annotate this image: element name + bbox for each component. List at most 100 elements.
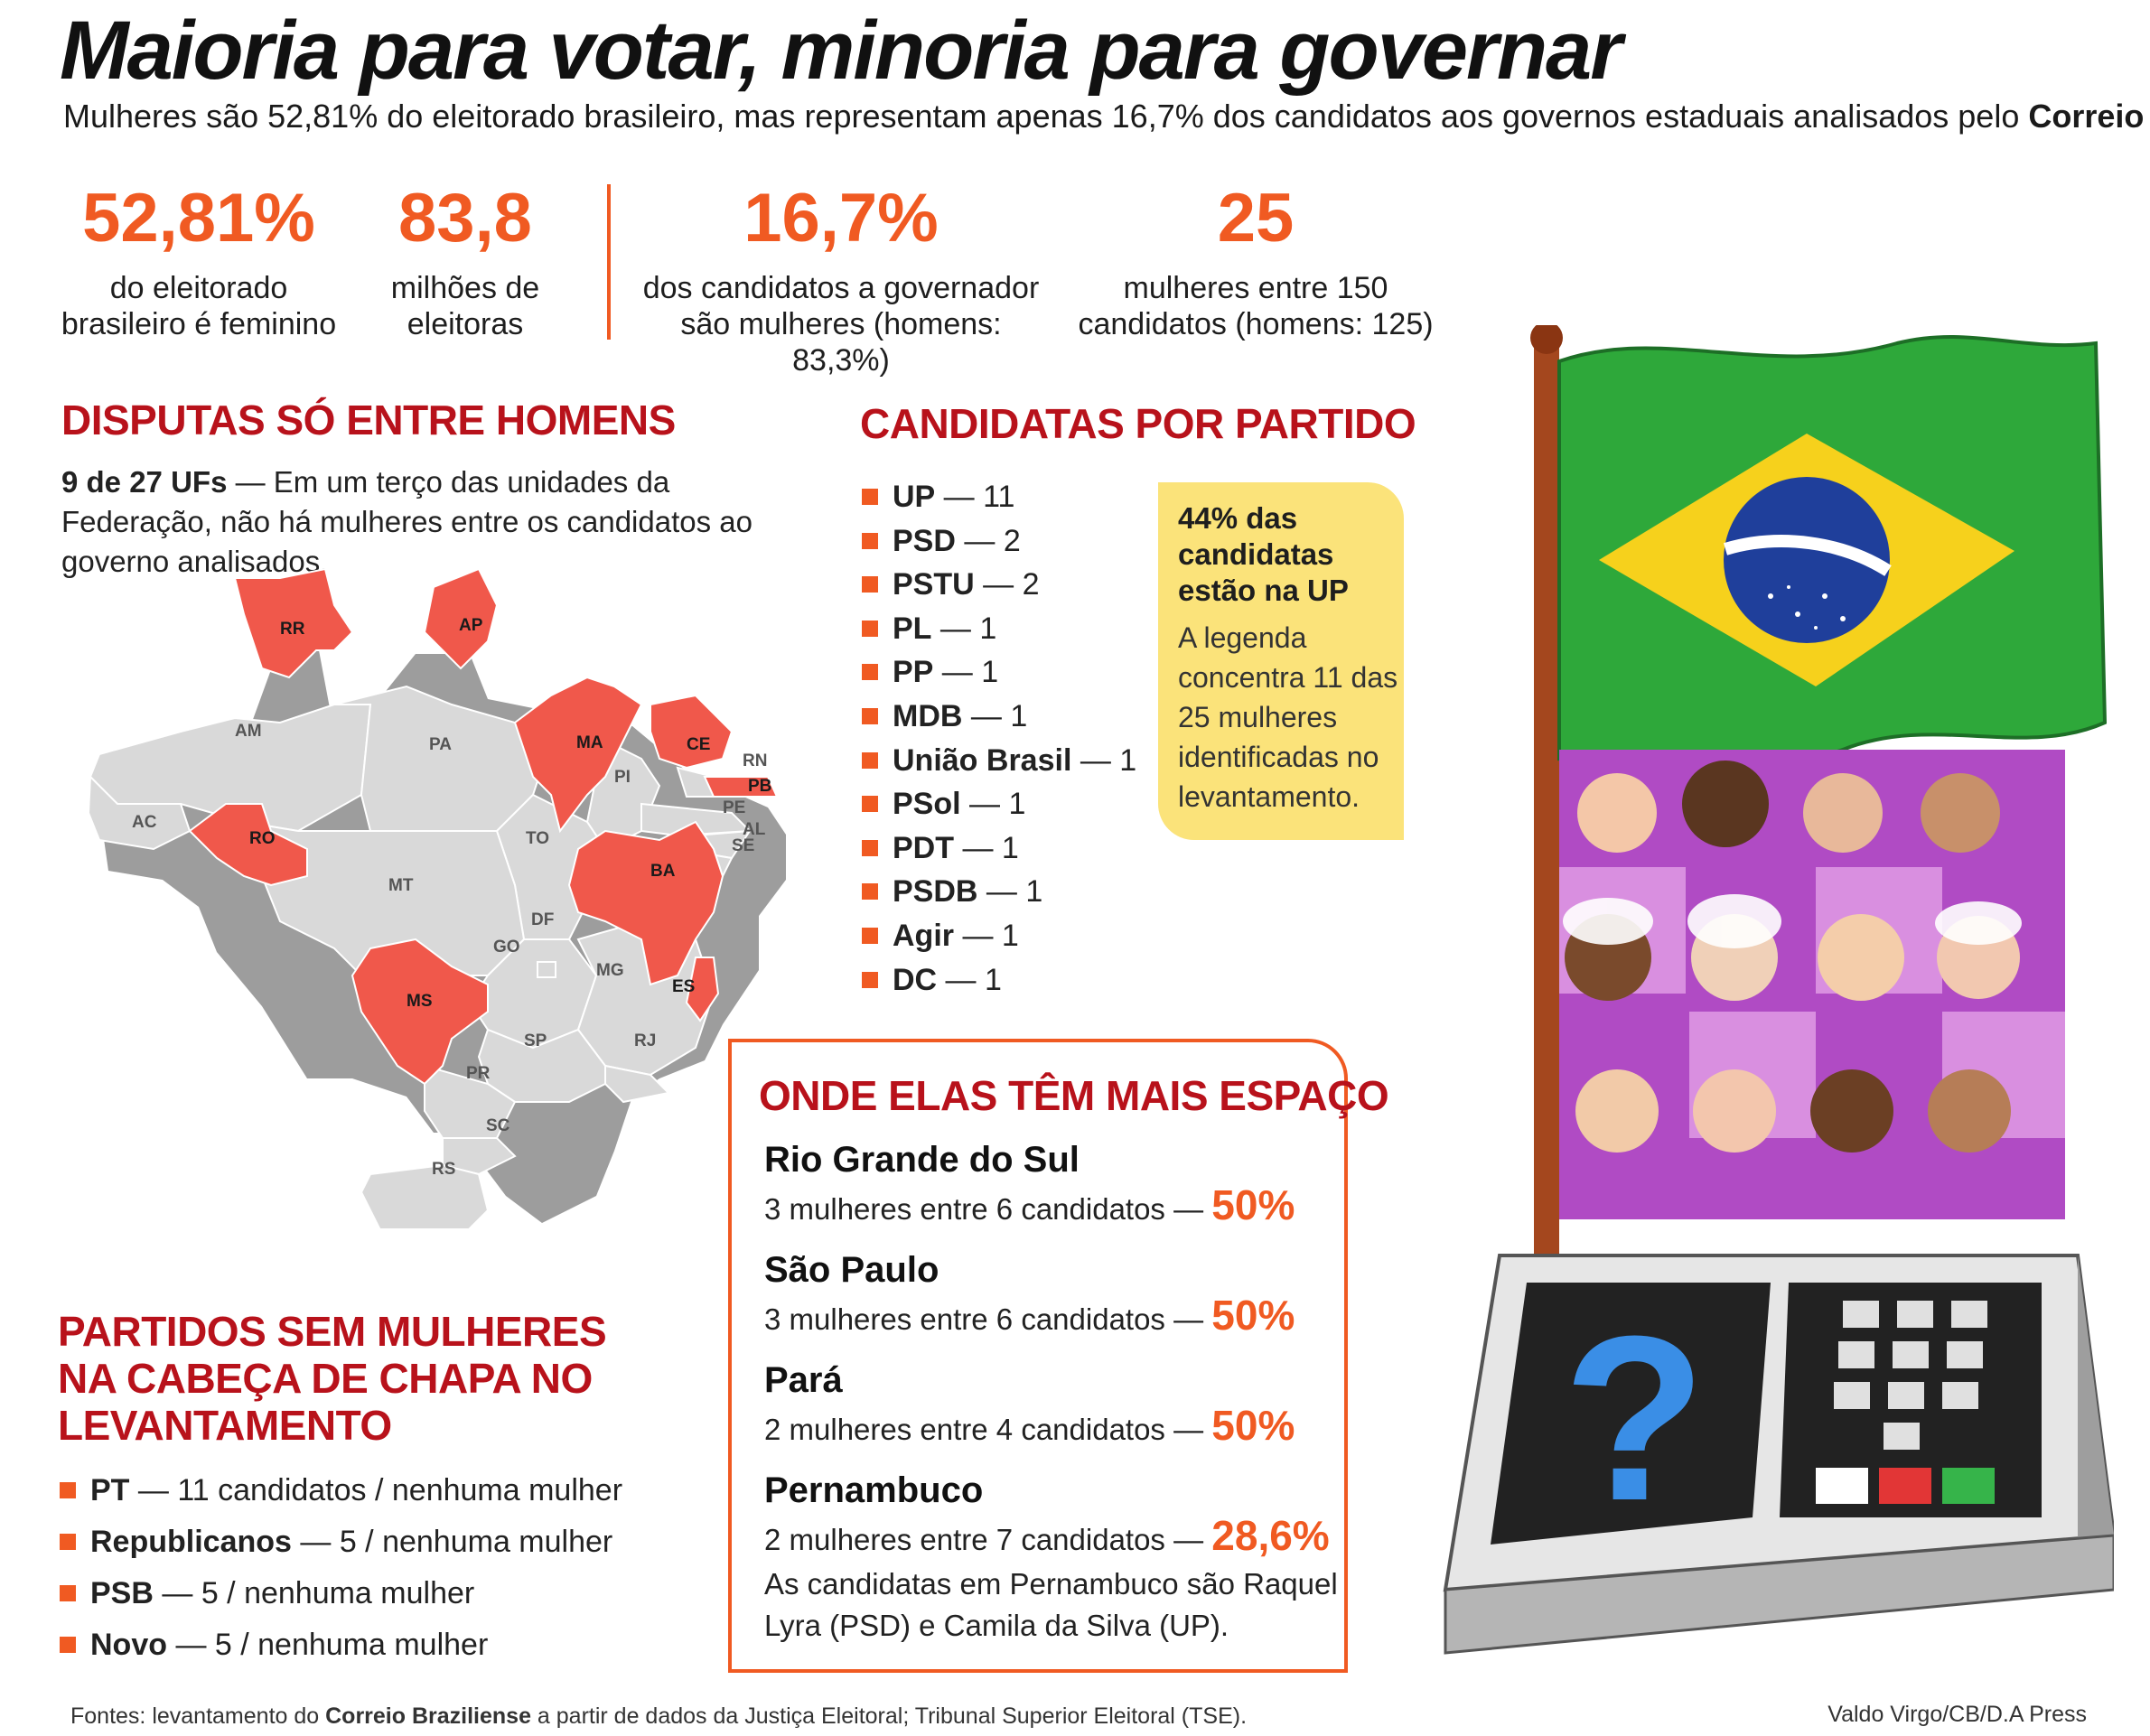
subtitle-bold: Correio [2028,98,2145,135]
stat-value: 83,8 [398,180,532,257]
list-item: União Brasil — 1 [862,739,1136,783]
pernambuco-note-1: As candidatas em Pernambuco são Raquel [764,1567,1338,1601]
flag-band [1723,535,1892,576]
state-name: Rio Grande do Sul [764,1140,1080,1180]
sem-mulheres-heading: PARTIDOS SEM MULHERES NA CABEÇA DE CHAPA… [58,1308,607,1449]
stat-line2: brasileiro é feminino [61,307,337,341]
keypad-icon [1834,1301,1987,1450]
state-line: 3 mulheres entre 6 candidatos — 50% [764,1181,1295,1228]
state-rr [233,567,354,679]
list-item: PSDB — 1 [862,870,1136,914]
state-ms [351,938,489,1086]
subtitle-text: Mulheres são 52,81% do eleitorado brasil… [63,98,2020,135]
map-label-ma: MA [576,733,603,752]
map-label-df: DF [531,910,554,929]
state-entry: São Paulo 3 mulheres entre 6 candidatos … [764,1250,1295,1339]
state-line: 3 mulheres entre 6 candidatos — 50% [764,1292,1295,1339]
map-label-rj: RJ [634,1031,656,1050]
state-rs [360,1163,490,1228]
map-label-to: TO [526,829,549,848]
green-key [1942,1468,1995,1504]
state-rj [604,1064,671,1104]
espaco-box [728,1039,1348,1673]
stat-line1: milhões de [390,271,540,305]
state-line: 2 mulheres entre 7 candidatos — 28,6% [764,1512,1330,1559]
up-note-body: A legenda concentra 11 das 25 mulheres i… [1178,621,1398,813]
flag-globe [1724,477,1890,643]
illustration: ? [1443,325,2114,1655]
state-ac [87,774,192,851]
state-ap [423,567,499,670]
state-ba [567,820,724,986]
stat-line2: eleitoras [407,307,524,341]
state-ro [188,803,308,887]
disputas-text: 9 de 27 UFs — Em um terço das unidades d… [61,462,784,582]
map-label-pe: PE [723,798,745,817]
map-label-rr: RR [280,620,305,639]
candidatas-heading: CANDIDATAS POR PARTIDO [860,400,1416,447]
ballot-box: ? [1443,1254,2114,1655]
map-label-ac: AC [132,813,157,832]
stat-line2: candidatos (homens: 125) [1078,307,1434,341]
stat-line1: dos candidatos a governador [642,271,1040,305]
flag-stars [1768,585,1846,630]
map-label-ce: CE [687,735,710,754]
stat-candidates-pct: 16,7% dos candidatos a governador são mu… [629,179,1053,378]
state-pct: 50% [1211,1181,1295,1228]
stat-line2: são mulheres (homens: 83,3%) [680,307,1002,378]
list-item: PSol — 1 [862,782,1136,826]
stat-value: 52,81% [82,180,315,257]
stat-electorate: 52,81% do eleitorado brasileiro é femini… [54,179,343,342]
map-label-mg: MG [596,961,624,980]
list-item: PP — 1 [862,650,1136,695]
list-item: Novo — 5 / nenhuma mulher [60,1619,622,1671]
stat-value: 16,7% [743,180,939,257]
heading-line: LEVANTAMENTO [58,1402,392,1449]
state-pct: 28,6% [1211,1512,1330,1559]
red-key [1879,1468,1931,1504]
up-note: 44% das candidatas estão na UP A legenda… [1158,482,1404,840]
list-item: Republicanos — 5 / nenhuma mulher [60,1517,622,1568]
map-label-pr: PR [466,1064,491,1083]
map-label-ms: MS [407,992,433,1011]
list-item: Agir — 1 [862,914,1136,958]
sem-mulheres-list: PT — 11 candidatos / nenhuma mulher Repu… [60,1465,622,1671]
state-sc [442,1137,517,1176]
map-label-mt: MT [388,876,414,895]
list-item: UP — 11 [862,475,1136,519]
map-label-sp: SP [524,1031,547,1050]
up-note-heading: 44% das candidatas estão na UP [1178,501,1349,607]
stat-women-count: 25 mulheres entre 150 candidatos (homens… [1075,179,1436,342]
stat-line1: do eleitorado [109,271,288,305]
list-item: PSD — 2 [862,519,1136,564]
disputas-heading: DISPUTAS SÓ ENTRE HOMENS [61,397,676,443]
state-pct: 50% [1211,1292,1295,1339]
espaco-heading: ONDE ELAS TÊM MAIS ESPAÇO [759,1072,1389,1119]
flag-pole [1534,334,1559,1328]
pole-top [1530,325,1563,354]
map-label-es: ES [672,977,695,996]
disputas-lead: 9 de 27 UFs [61,465,228,499]
map-label-go: GO [493,938,520,957]
state-pb [703,776,779,798]
state-ma [513,676,643,834]
list-item: MDB — 1 [862,695,1136,739]
state-entry: Pará 2 mulheres entre 4 candidatos — 50% [764,1360,1295,1450]
state-line: 2 mulheres entre 4 candidatos — 50% [764,1402,1295,1449]
state-entry: Rio Grande do Sul 3 mulheres entre 6 can… [764,1140,1295,1229]
map-label-ba: BA [650,862,676,881]
state-es [685,957,720,1022]
map-label-pi: PI [614,768,631,787]
pernambuco-note-2: Lyra (PSD) e Camila da Silva (UP). [764,1609,1229,1642]
map-label-sc: SC [486,1116,510,1135]
map-label-pb: PB [748,777,771,796]
list-item: PDT — 1 [862,826,1136,871]
list-item: PL — 1 [862,607,1136,651]
disputas-body: — Em um terço das unidades da Federação,… [61,465,752,578]
brazil-map: RR AP AM PA MA CE RN PB PI PE AL SE AC R… [87,567,786,1228]
heading-line: NA CABEÇA DE CHAPA NO [58,1355,593,1402]
state-df [537,961,556,978]
map-label-pa: PA [429,735,452,754]
map-label-al: AL [743,820,766,839]
list-item: PSB — 5 / nenhuma mulher [60,1568,622,1619]
